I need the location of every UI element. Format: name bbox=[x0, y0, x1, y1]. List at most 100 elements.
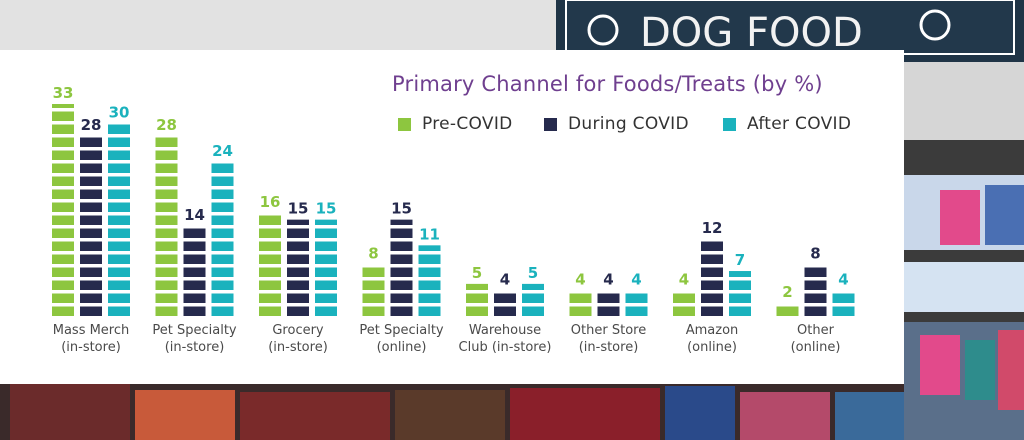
category-label-other-store-in-store: Other Store (in-store) bbox=[549, 322, 669, 356]
data-label: 15 bbox=[391, 200, 412, 218]
bar-segment bbox=[108, 176, 130, 186]
bar-segment bbox=[211, 267, 234, 277]
data-label: 4 bbox=[631, 270, 641, 288]
bar-segment bbox=[776, 306, 799, 316]
category-label-line: (in-store) bbox=[268, 340, 328, 355]
bar-segment bbox=[211, 163, 234, 173]
bar-segment bbox=[108, 241, 130, 251]
bar-segment bbox=[108, 280, 130, 290]
bar-segment bbox=[315, 254, 337, 264]
bar-segment bbox=[701, 254, 723, 264]
bar-segment bbox=[287, 219, 309, 225]
bar-segment bbox=[155, 306, 178, 316]
bar-segment bbox=[52, 215, 74, 225]
bar-segment bbox=[287, 267, 309, 277]
bar-segment bbox=[315, 241, 337, 251]
dog-food-sign: DOG FOOD bbox=[556, 0, 1024, 62]
bar-segment bbox=[315, 267, 337, 277]
bar-segment bbox=[418, 245, 441, 251]
category-label-line: (online) bbox=[687, 340, 737, 355]
category-label-line: Mass Merch bbox=[52, 323, 130, 338]
category-label-amazon-online: Amazon (online) bbox=[652, 322, 772, 356]
bar-segment bbox=[315, 306, 337, 316]
data-label: 2 bbox=[782, 283, 792, 301]
bar-during-covid-pet-specialty-online bbox=[390, 219, 413, 316]
bar-segment bbox=[287, 306, 309, 316]
category-label-line: Pet Specialty bbox=[359, 323, 444, 338]
chart-title: Primary Channel for Foods/Treats (by %) bbox=[392, 72, 823, 96]
bar-segment bbox=[390, 219, 413, 225]
bar-segment bbox=[259, 254, 281, 264]
bar-segment bbox=[259, 215, 281, 225]
bar-segment bbox=[362, 293, 385, 303]
category-label-line: (in-store) bbox=[61, 340, 121, 355]
bar-segment bbox=[729, 271, 751, 277]
data-label: 5 bbox=[528, 264, 538, 282]
bar-segment bbox=[804, 267, 827, 277]
bar-during-covid-other-store-in-store bbox=[597, 293, 620, 316]
bar-segment bbox=[701, 306, 723, 316]
bar-segment bbox=[494, 306, 516, 316]
category-label-line: (online) bbox=[376, 340, 427, 355]
data-label: 16 bbox=[260, 193, 281, 211]
dog-drawing-icon bbox=[919, 9, 951, 41]
bar-after-covid-grocery-in-store bbox=[315, 219, 337, 316]
bar-segment bbox=[211, 293, 234, 303]
data-label: 5 bbox=[472, 264, 482, 282]
data-label: 28 bbox=[156, 116, 177, 134]
data-label: 24 bbox=[212, 142, 233, 160]
bar-segment bbox=[52, 176, 74, 186]
bar-segment bbox=[108, 267, 130, 277]
bar-segment bbox=[211, 202, 234, 212]
bar-after-covid-other-store-in-store bbox=[625, 293, 648, 316]
bar-segment bbox=[80, 202, 102, 212]
bar-segment bbox=[390, 228, 413, 238]
bar-segment bbox=[80, 189, 102, 199]
bar-segment bbox=[52, 254, 74, 264]
bar-segment bbox=[155, 280, 178, 290]
bar-segment bbox=[701, 241, 723, 251]
bar-pre-covid-amazon-online bbox=[673, 293, 695, 316]
bar-segment bbox=[390, 241, 413, 251]
bar-during-covid-grocery-in-store bbox=[287, 219, 309, 316]
bar-segment bbox=[80, 176, 102, 186]
bar-segment bbox=[52, 150, 74, 160]
bar-segment bbox=[390, 306, 413, 316]
bar-segment bbox=[80, 215, 102, 225]
bar-segment bbox=[315, 219, 337, 225]
bar-segment bbox=[466, 283, 488, 290]
bar-segment bbox=[155, 215, 178, 225]
bar-segment bbox=[80, 228, 102, 238]
bar-pre-covid-pet-specialty-online bbox=[362, 267, 385, 316]
bar-segment bbox=[701, 267, 723, 277]
bar-segment bbox=[466, 306, 488, 316]
bar-segment bbox=[80, 293, 102, 303]
bar-segment bbox=[80, 150, 102, 160]
category-label-line: Grocery bbox=[272, 323, 324, 338]
bar-during-covid-amazon-online bbox=[701, 241, 723, 316]
bar-segment bbox=[52, 267, 74, 277]
legend-swatch-pre-covid bbox=[398, 117, 411, 131]
data-label: 30 bbox=[109, 103, 130, 121]
bar-segment bbox=[259, 293, 281, 303]
bar-segment bbox=[155, 137, 178, 147]
bar-segment bbox=[211, 176, 234, 186]
legend-swatch-after-covid bbox=[723, 117, 736, 131]
bar-segment bbox=[832, 293, 855, 303]
bar-segment bbox=[315, 228, 337, 238]
bar-segment bbox=[287, 280, 309, 290]
bar-segment bbox=[183, 293, 206, 303]
category-label-other-online: Other (online) bbox=[756, 322, 876, 356]
legend-swatch-during-covid bbox=[544, 117, 557, 131]
bar-segment bbox=[52, 124, 74, 134]
bar-during-covid-warehouse-club-in-store bbox=[494, 293, 516, 316]
legend-label-during-covid: During COVID bbox=[568, 114, 689, 134]
bar-during-covid-pet-specialty-in-store bbox=[183, 228, 206, 316]
data-label: 4 bbox=[838, 270, 848, 288]
bar-segment bbox=[287, 254, 309, 264]
bar-segment bbox=[80, 306, 102, 316]
bar-segment bbox=[80, 241, 102, 251]
bar-segment bbox=[418, 280, 441, 290]
category-label-line: Other Store bbox=[570, 323, 647, 338]
